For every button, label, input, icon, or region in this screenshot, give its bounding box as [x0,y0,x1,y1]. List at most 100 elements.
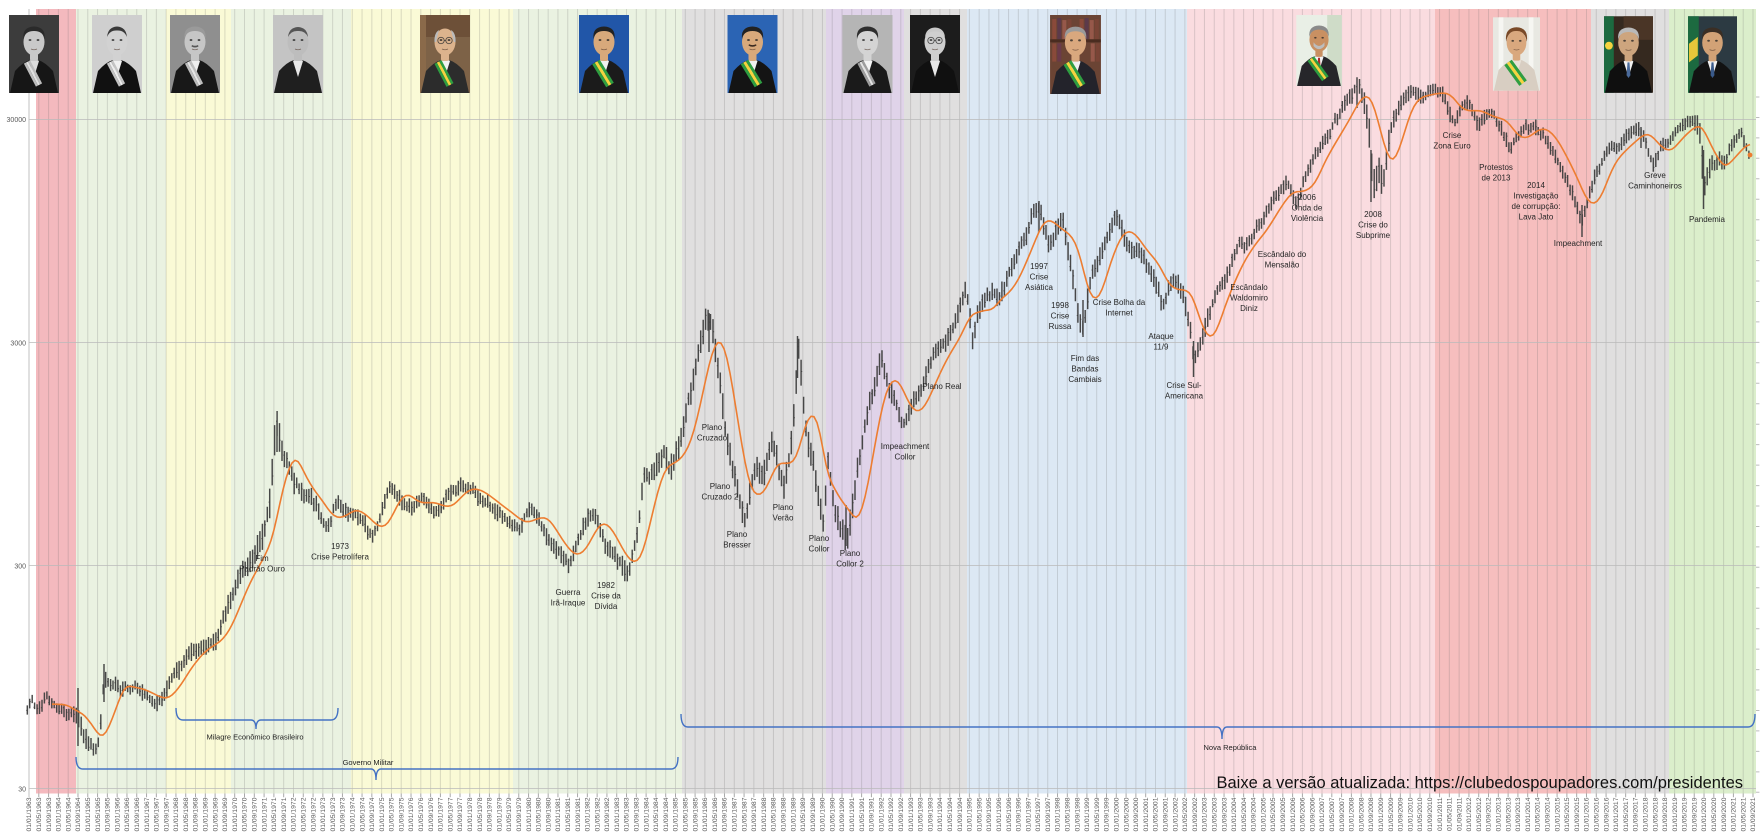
svg-text:01/01/1975: 01/01/1975 [379,797,386,831]
svg-text:01/01/2017: 01/01/2017 [1613,797,1620,831]
svg-text:01/01/1999: 01/01/1999 [1084,797,1091,831]
svg-text:Protestos: Protestos [1479,163,1513,172]
svg-text:01/01/1985: 01/01/1985 [673,797,680,831]
svg-text:01/09/1970: 01/09/1970 [252,797,259,831]
svg-text:Impeachment: Impeachment [881,442,930,451]
svg-text:01/01/2015: 01/01/2015 [1554,797,1561,831]
svg-text:01/09/1969: 01/09/1969 [222,797,229,831]
svg-text:01/01/2016: 01/01/2016 [1584,797,1591,831]
svg-text:Violência: Violência [1291,214,1324,223]
svg-text:01/09/1974: 01/09/1974 [369,797,376,831]
svg-text:Diniz: Diniz [1240,304,1258,313]
svg-text:01/01/1968: 01/01/1968 [173,797,180,831]
svg-text:Crise Petrolífera: Crise Petrolífera [311,553,369,562]
svg-text:Baixe a versão atualizada: htt: Baixe a versão atualizada: https://clube… [1217,774,1744,792]
svg-text:01/05/1972: 01/05/1972 [300,797,307,831]
svg-text:01/09/1987: 01/09/1987 [751,797,758,831]
svg-text:01/09/2006: 01/09/2006 [1309,797,1316,831]
svg-text:Greve: Greve [1644,171,1666,180]
svg-text:de corrupção:: de corrupção: [1512,202,1561,211]
svg-text:1998: 1998 [1051,301,1069,310]
svg-text:01/09/2009: 01/09/2009 [1398,797,1405,831]
svg-text:Plano: Plano [727,530,748,539]
svg-text:01/09/2014: 01/09/2014 [1545,797,1552,831]
svg-text:01/01/1993: 01/01/1993 [908,797,915,831]
svg-text:01/01/1988: 01/01/1988 [761,797,768,831]
svg-text:01/09/1968: 01/09/1968 [193,797,200,831]
svg-text:01/05/1986: 01/05/1986 [712,797,719,831]
svg-text:Cruzado 2: Cruzado 2 [702,493,739,502]
svg-text:01/01/1974: 01/01/1974 [349,797,356,831]
svg-text:01/05/2003: 01/05/2003 [1211,797,1218,831]
svg-text:01/09/1995: 01/09/1995 [986,797,993,831]
svg-text:01/09/2021: 01/09/2021 [1750,797,1757,831]
svg-text:01/01/1977: 01/01/1977 [438,797,445,831]
svg-text:01/01/2000: 01/01/2000 [1114,797,1121,831]
svg-text:01/01/1987: 01/01/1987 [731,797,738,831]
svg-text:01/01/1966: 01/01/1966 [114,797,121,831]
svg-text:Cruzado: Cruzado [697,434,728,443]
svg-text:01/09/2000: 01/09/2000 [1133,797,1140,831]
svg-text:Internet: Internet [1105,309,1133,318]
svg-text:01/05/2005: 01/05/2005 [1270,797,1277,831]
svg-text:01/01/1978: 01/01/1978 [467,797,474,831]
svg-text:01/01/1964: 01/01/1964 [56,797,63,831]
svg-text:01/05/1964: 01/05/1964 [65,797,72,831]
svg-text:01/01/1984: 01/01/1984 [643,797,650,831]
svg-text:01/09/1996: 01/09/1996 [1016,797,1023,831]
svg-text:01/05/1987: 01/05/1987 [741,797,748,831]
svg-text:01/05/2018: 01/05/2018 [1652,797,1659,831]
svg-text:01/09/2020: 01/09/2020 [1721,797,1728,831]
svg-text:01/01/1986: 01/01/1986 [702,797,709,831]
svg-text:Plano: Plano [840,549,861,558]
svg-text:01/09/1990: 01/09/1990 [839,797,846,831]
svg-text:01/05/2019: 01/05/2019 [1682,797,1689,831]
svg-text:11/9: 11/9 [1154,343,1170,352]
svg-text:Ataque: Ataque [1148,332,1174,341]
svg-text:01/05/2015: 01/05/2015 [1564,797,1571,831]
svg-text:01/05/1971: 01/05/1971 [271,797,278,831]
svg-text:Crise do: Crise do [1358,221,1388,230]
svg-text:01/05/1981: 01/05/1981 [565,797,572,831]
svg-text:01/01/1965: 01/01/1965 [85,797,92,831]
svg-text:Bresser: Bresser [723,541,751,550]
svg-text:01/05/2002: 01/05/2002 [1182,797,1189,831]
svg-text:01/09/1966: 01/09/1966 [134,797,141,831]
svg-text:2014: 2014 [1527,181,1545,190]
svg-text:01/05/1982: 01/05/1982 [594,797,601,831]
svg-text:01/05/1980: 01/05/1980 [536,797,543,831]
svg-text:01/01/1991: 01/01/1991 [849,797,856,831]
svg-text:01/01/1973: 01/01/1973 [320,797,327,831]
svg-text:01/09/2003: 01/09/2003 [1221,797,1228,831]
svg-text:Russa: Russa [1049,322,1072,331]
svg-text:01/01/2008: 01/01/2008 [1349,797,1356,831]
svg-text:01/05/2014: 01/05/2014 [1535,797,1542,831]
svg-text:01/09/1972: 01/09/1972 [310,797,317,831]
svg-text:01/01/1972: 01/01/1972 [291,797,298,831]
svg-text:01/01/1989: 01/01/1989 [790,797,797,831]
svg-text:01/05/1988: 01/05/1988 [771,797,778,831]
svg-text:1973: 1973 [331,542,349,551]
svg-text:01/01/2002: 01/01/2002 [1172,797,1179,831]
svg-text:01/09/1992: 01/09/1992 [898,797,905,831]
svg-text:01/05/1977: 01/05/1977 [447,797,454,831]
svg-text:Bandas: Bandas [1071,365,1098,374]
svg-text:01/09/2011: 01/09/2011 [1456,797,1463,831]
svg-text:01/09/2005: 01/09/2005 [1280,797,1287,831]
svg-text:01/01/2018: 01/01/2018 [1642,797,1649,831]
svg-text:Waldomiro: Waldomiro [1230,294,1268,303]
svg-text:01/09/1994: 01/09/1994 [957,797,964,831]
svg-text:01/01/1996: 01/01/1996 [996,797,1003,831]
svg-text:Plano Real: Plano Real [922,382,961,391]
svg-text:01/09/2017: 01/09/2017 [1633,797,1640,831]
svg-text:01/09/1999: 01/09/1999 [1104,797,1111,831]
svg-text:Caminhoneiros: Caminhoneiros [1628,182,1682,191]
svg-text:01/01/1994: 01/01/1994 [937,797,944,831]
svg-text:01/05/1966: 01/05/1966 [124,797,131,831]
svg-text:01/01/1983: 01/01/1983 [614,797,621,831]
svg-text:01/09/1983: 01/09/1983 [634,797,641,831]
svg-text:de 2013: de 2013 [1482,174,1511,183]
svg-text:Subprime: Subprime [1356,231,1391,240]
svg-text:01/05/2010: 01/05/2010 [1417,797,1424,831]
svg-text:01/05/1992: 01/05/1992 [888,797,895,831]
